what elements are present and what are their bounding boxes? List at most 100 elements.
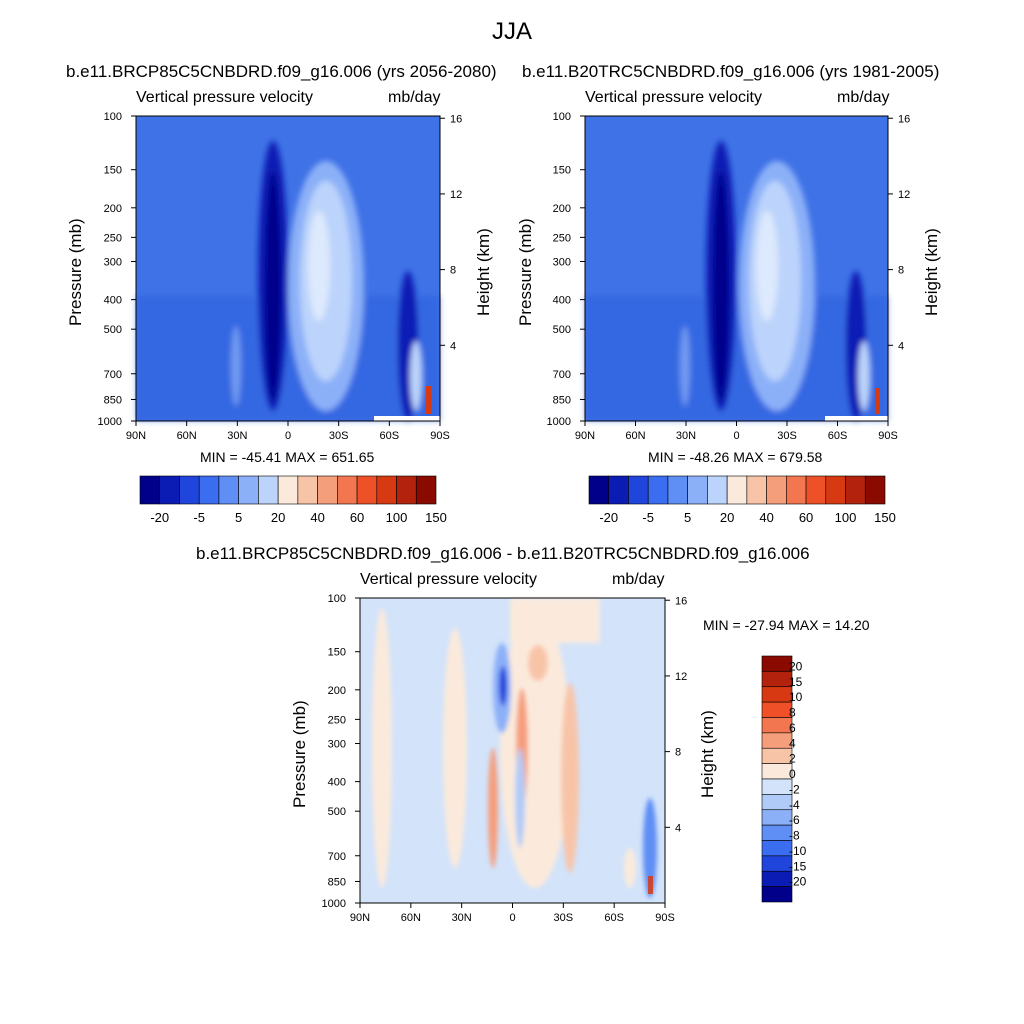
panel-a-colorbar-label: 60 [350, 510, 364, 525]
panel-b-colorbar-label: -5 [642, 510, 654, 525]
panel-a-colorbar-swatch [415, 475, 437, 505]
diff-colorbar-swatch [761, 686, 793, 703]
panel-b-colorbar-swatch [786, 475, 807, 505]
panel-a-colorbar-swatch [356, 475, 378, 505]
panel-a-colorbar-label: 20 [271, 510, 285, 525]
diff-colorbar-label: -6 [789, 813, 800, 827]
panel-a-y-tick-label: 850 [104, 394, 122, 406]
diff-panel-variable-label: Vertical pressure velocity [360, 571, 537, 588]
diff-colorbar-label: 4 [789, 736, 796, 750]
diff-y2-tick-label: 4 [675, 822, 681, 834]
panel-a-x-tick-label: 30N [227, 430, 247, 442]
panel-b-x-tick-label: 90S [878, 430, 898, 442]
diff-colorbar-swatch [761, 809, 793, 826]
panel-a-x-tick-label: 60S [380, 430, 400, 442]
diff-x-tick-label: 90N [350, 912, 370, 924]
panel-b-colorbar-swatch [726, 475, 748, 505]
diff-colorbar-label: 0 [789, 767, 796, 781]
diff-y-axis-title: Pressure (mb) [290, 700, 309, 808]
diff-upper-positive-patch [528, 645, 548, 681]
diff-colorbar-label: -20 [789, 875, 807, 889]
panel-a-x-tick-label: 90S [430, 430, 450, 442]
panel-b-nh-light-streak [680, 326, 690, 406]
panel-b-ascent-core [713, 171, 729, 401]
panel-b-x-tick-label: 30S [777, 430, 797, 442]
panel-a-colorbar-swatch [139, 475, 161, 505]
panel-a-colorbar: -20 -5 5 20 40 60 100 150 [139, 475, 447, 525]
diff-x-tick-label: 90S [655, 912, 675, 924]
diff-x-tick-label: 0 [509, 912, 515, 924]
panel-a-colorbar-swatch [396, 475, 417, 505]
diff-colorbar-swatch [761, 840, 793, 857]
panel-b-subsidence-core [756, 211, 778, 321]
panel-b-x-tick-label: 60N [625, 430, 645, 442]
diff-colorbar-label: -15 [789, 859, 807, 873]
panel-a-title: b.e11.BRCP85C5CNBDRD.f09_g16.006 (yrs 20… [66, 62, 497, 81]
diff-colorbar-swatch [761, 732, 793, 749]
diff-y-tick-label: 400 [328, 777, 346, 789]
panel-b-colorbar-swatch [805, 475, 827, 505]
panel-b-lower-band [585, 296, 888, 421]
diff-minmax: MIN = -27.94 MAX = 14.20 [703, 617, 870, 633]
panel-b-x-tick-label: 30N [676, 430, 696, 442]
panel-b-colorbar-swatch [746, 475, 767, 505]
diff-y-tick-label: 850 [328, 876, 346, 888]
panel-a-colorbar-swatch [337, 475, 358, 505]
diff-y-tick-label: 150 [328, 647, 346, 659]
panel-b-colorbar-label: 20 [720, 510, 734, 525]
diff-y2-axis-title: Height (km) [698, 710, 717, 798]
panel-b-colorbar-label: 40 [759, 510, 773, 525]
panel-a-colorbar-label: -5 [193, 510, 205, 525]
panel-b-colorbar-swatch [647, 475, 669, 505]
panel-a-antarctic-mask [374, 416, 440, 421]
panel-a-colorbar-label: 100 [386, 510, 408, 525]
panel-a-y-tick-label: 250 [104, 232, 122, 244]
diff-colorbar-label: -4 [789, 798, 800, 812]
panel-b-y-tick-label: 1000 [547, 416, 571, 428]
panel-a-x-tick-label: 30S [329, 430, 349, 442]
diff-colorbar-label: -2 [789, 782, 800, 796]
panel-b-colorbar-swatch [667, 475, 688, 505]
panel-b-antarctic-mask [825, 416, 888, 421]
diff-x-tick-label: 60N [401, 912, 421, 924]
panel-a-colorbar-swatch [238, 475, 259, 505]
panel-b-y2-tick-label: 12 [898, 189, 910, 201]
panel-b-units-label: mb/day [837, 89, 890, 106]
panel-b-y-tick-label: 100 [553, 111, 571, 123]
panel-a-lower-band [136, 296, 440, 421]
panel-b-colorbar-swatch [588, 475, 610, 505]
panel-a-ascent-core [265, 171, 281, 401]
panel-b-colorbar-swatch [628, 475, 649, 505]
panel-a-minmax: MIN = -45.41 MAX = 651.65 [200, 449, 375, 465]
panel-b-colorbar-swatch [845, 475, 866, 505]
diff-colorbar-swatch [761, 886, 793, 903]
panel-b-y-tick-label: 700 [553, 369, 571, 381]
panel-a-y-tick-label: 300 [104, 257, 122, 269]
panel-a-y2-tick-label: 16 [450, 113, 462, 125]
panel-b-title: b.e11.B20TRC5CNBDRD.f09_g16.006 (yrs 198… [522, 62, 940, 81]
panel-a-colorbar-label: -20 [150, 510, 169, 525]
panel-b-colorbar-swatch [687, 475, 708, 505]
panel-a-y-tick-label: 700 [104, 369, 122, 381]
panel-a-y-tick-label: 500 [104, 324, 122, 336]
diff-southern-negative [643, 798, 657, 898]
panel-a-y2-tick-label: 4 [450, 340, 456, 352]
diff-colorbar-swatch [761, 778, 793, 795]
panel-b-colorbar-swatch [766, 475, 787, 505]
panel-b-x-tick-label: 0 [733, 430, 739, 442]
panel-a-plot: 90N 60N 30N 0 30S 60S 90S 100 150 200 250 300 400 500… [98, 111, 463, 442]
diff-southern-positive [624, 848, 636, 888]
panel-b-colorbar-label: 60 [799, 510, 813, 525]
panel-a-y2-tick-label: 12 [450, 189, 462, 201]
panel-a-polar-max-mark [426, 386, 431, 414]
diff-colorbar-label: 2 [789, 752, 796, 766]
diff-y2-tick-label: 12 [675, 671, 687, 683]
panel-a-colorbar-swatch [198, 475, 220, 505]
panel-a-y-tick-label: 1000 [98, 416, 122, 428]
panel-b-x-tick-label: 90N [575, 430, 595, 442]
diff-deep-negative-band [515, 748, 525, 848]
panel-a-colorbar-swatch [297, 475, 318, 505]
diff-colorbar-swatch [761, 717, 793, 734]
panel-b-colorbar: -20 -5 5 20 40 60 100 150 [588, 475, 896, 525]
